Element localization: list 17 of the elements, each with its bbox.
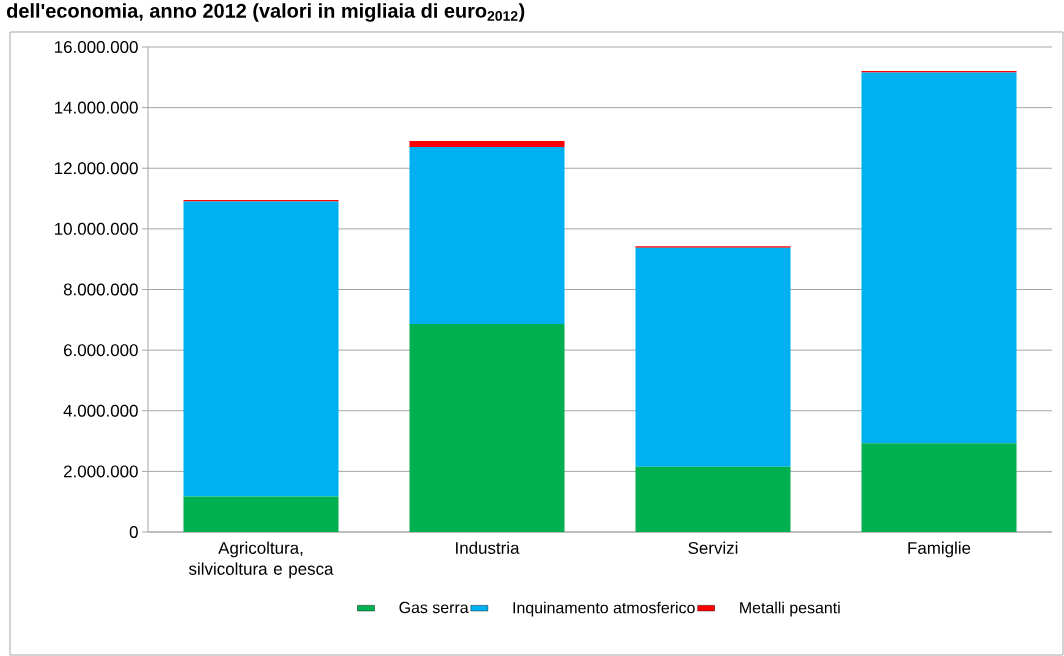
y-tick-label: 14.000.000 xyxy=(55,101,138,114)
y-tick-label: 10.000.000 xyxy=(55,222,138,235)
y-tick-label: 6.000.000 xyxy=(63,344,138,357)
y-tick-label: 2.000.000 xyxy=(63,465,138,478)
chart-title: dell'economia, anno 2012 (valori in migliaia di euro$_{2012}$) xyxy=(7,3,525,22)
x-tick-label: Agricoltura, silvicoltura e pesca xyxy=(188,541,334,579)
x-tick-label: Famiglie xyxy=(908,541,971,558)
y-tick-label: 4.000.000 xyxy=(63,404,138,417)
legend-label: Metalli pesanti xyxy=(740,601,840,617)
y-tick-label: 0 xyxy=(129,526,138,538)
y-tick-label: 12.000.000 xyxy=(55,162,138,175)
legend-label: Gas serra xyxy=(399,601,469,614)
x-tick-label: Servizi xyxy=(688,541,738,554)
legend-label: Inquinamento atmosferico xyxy=(513,601,695,617)
y-tick-label: 16.000.000 xyxy=(55,41,138,53)
y-tick-label: 8.000.000 xyxy=(63,283,138,296)
x-tick-label: Industria xyxy=(456,541,520,554)
